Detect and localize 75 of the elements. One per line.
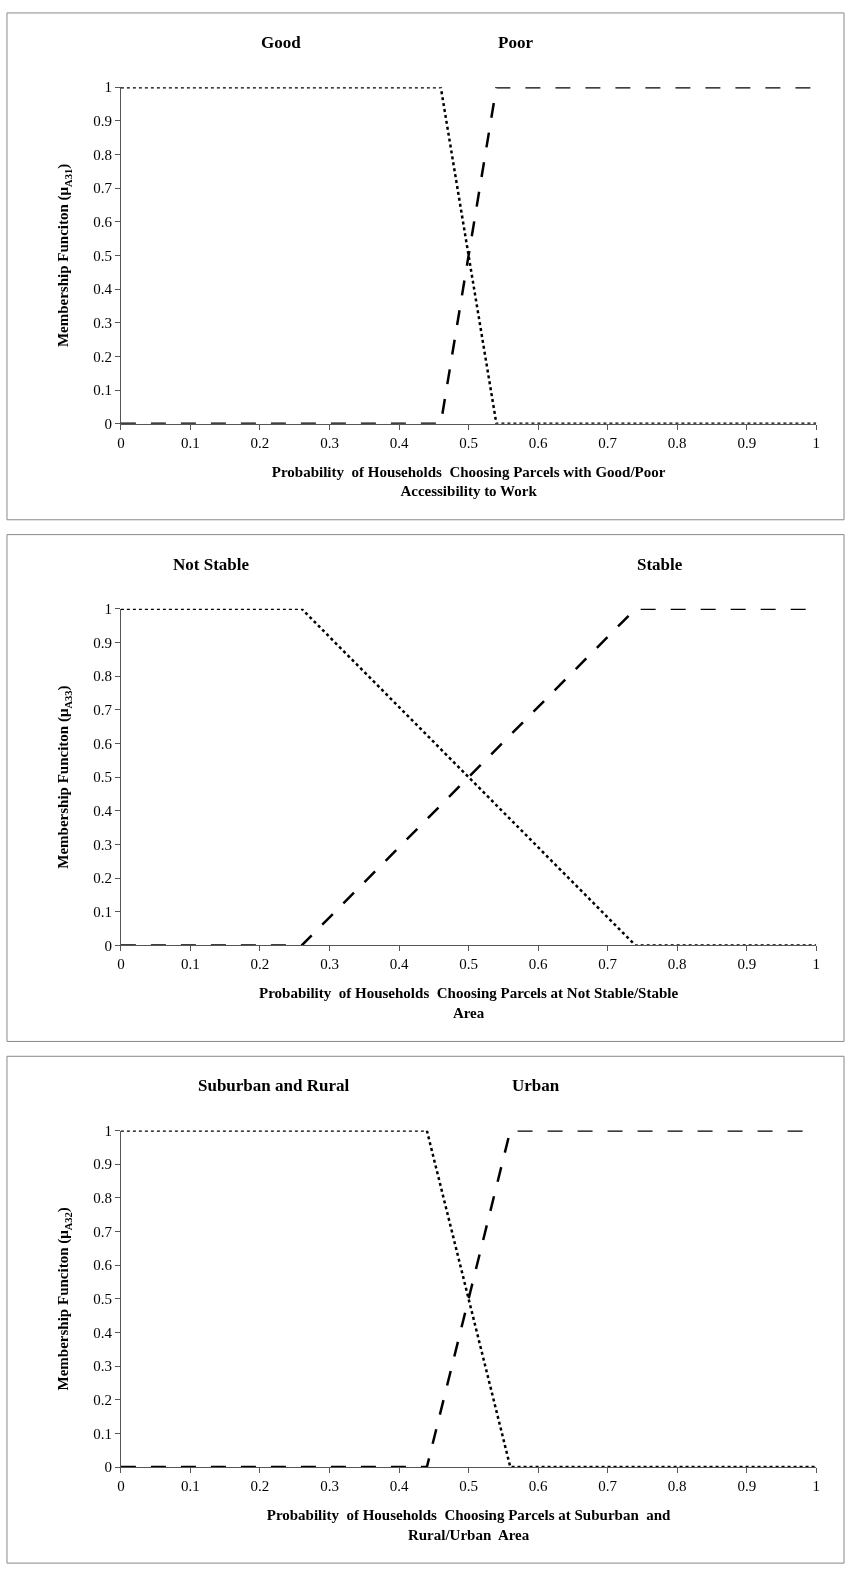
x-tick-label: 0.9 <box>737 1478 757 1495</box>
x-tick-label: 0.3 <box>320 956 339 973</box>
x-tick-label: 0.2 <box>250 434 270 451</box>
x-axis-title: Probability of Households Choosing Parcels at Not Stable/Stable Area <box>259 985 679 1021</box>
x-tick-label: 0.8 <box>667 1478 687 1495</box>
x-tick-label: 0.4 <box>389 434 409 451</box>
y-tick-label: 0.1 <box>93 1425 112 1442</box>
y-tick-label: 0.8 <box>93 668 112 685</box>
y-tick-label: 0 <box>104 1459 112 1476</box>
x-tick-label: 0.1 <box>181 1478 200 1495</box>
y-tick-label: 1 <box>104 601 112 618</box>
x-tick-label: 0.3 <box>320 434 339 451</box>
x-axis-title: Probability of Households Choosing Parcels with Good/Poor Accessibility to Work <box>271 463 666 500</box>
y-tick-label: 0.5 <box>93 247 112 264</box>
x-tick-label: 0.5 <box>459 1478 478 1495</box>
text: Stable <box>637 555 683 574</box>
x-tick-label: 1 <box>812 434 821 451</box>
y-tick-label: 1 <box>104 1122 112 1139</box>
x-axis-title: Probability of Households Choosing Parcels at Suburban and Rural/Urban Area <box>266 1507 672 1543</box>
y-tick-label: 0.3 <box>93 836 112 853</box>
y-tick-label: 0.6 <box>93 1257 113 1274</box>
x-tick-label: 0 <box>117 1478 125 1495</box>
x-tick-label: 0.1 <box>181 956 200 973</box>
y-tick-label: 0.1 <box>93 904 112 921</box>
y-tick-label: 0.8 <box>93 1190 112 1207</box>
y-tick-label: 0.9 <box>93 113 112 130</box>
x-tick-label: 0.9 <box>737 434 757 451</box>
x-tick-label: 0 <box>117 434 125 451</box>
y-tick-label: 0.9 <box>93 634 112 651</box>
y-tick-label: 0.6 <box>93 735 113 752</box>
x-tick-label: 0.8 <box>667 956 687 973</box>
text: Poor <box>498 33 534 52</box>
y-tick-label: 0.7 <box>93 702 113 719</box>
y-tick-label: 0.7 <box>93 1223 113 1240</box>
x-tick-label: 0.2 <box>250 1478 270 1495</box>
y-tick-label: 0.5 <box>93 1291 112 1308</box>
y-tick-label: 0.1 <box>93 382 112 399</box>
y-tick-label: 0.4 <box>93 281 113 298</box>
y-tick-label: 0.9 <box>93 1156 112 1173</box>
text: Not Stable <box>173 555 250 574</box>
x-tick-label: 0.4 <box>389 1478 409 1495</box>
x-tick-label: 1 <box>812 956 821 973</box>
y-tick-label: 1 <box>104 79 112 96</box>
y-tick-label: 0 <box>104 937 112 954</box>
y-tick-label: 0.2 <box>93 1392 112 1409</box>
y-tick-label: 0.2 <box>93 348 112 365</box>
x-tick-label: 0.7 <box>598 1478 618 1495</box>
x-tick-label: 0.2 <box>250 956 270 973</box>
x-tick-label: 0.9 <box>737 956 757 973</box>
x-tick-label: 0.6 <box>528 956 549 973</box>
y-tick-label: 0.6 <box>93 214 113 231</box>
text: Good <box>261 33 302 52</box>
y-tick-label: 0.3 <box>93 315 112 332</box>
y-tick-label: 0.4 <box>93 803 113 820</box>
text: Urban <box>512 1076 560 1095</box>
x-tick-label: 0.3 <box>320 1478 339 1495</box>
x-tick-label: 0.4 <box>389 956 409 973</box>
y-tick-label: 0 <box>104 416 112 432</box>
x-tick-label: 0 <box>117 956 125 973</box>
y-tick-label: 0.5 <box>93 769 112 786</box>
y-tick-label: 0.2 <box>93 870 112 887</box>
x-tick-label: 0.1 <box>181 434 200 451</box>
x-tick-label: 0.8 <box>667 434 687 451</box>
x-tick-label: 0.5 <box>459 434 478 451</box>
x-tick-label: 0.7 <box>598 434 618 451</box>
x-tick-label: 1 <box>812 1478 821 1495</box>
y-tick-label: 0.3 <box>93 1358 112 1375</box>
x-tick-label: 0.7 <box>598 956 618 973</box>
x-tick-label: 0.6 <box>528 434 549 451</box>
y-tick-label: 0.8 <box>93 146 112 163</box>
text: Suburban and Rural <box>198 1076 350 1095</box>
y-tick-label: 0.4 <box>93 1324 113 1341</box>
y-tick-label: 0.7 <box>93 180 113 197</box>
x-tick-label: 0.5 <box>459 956 478 973</box>
x-tick-label: 0.6 <box>528 1478 549 1495</box>
